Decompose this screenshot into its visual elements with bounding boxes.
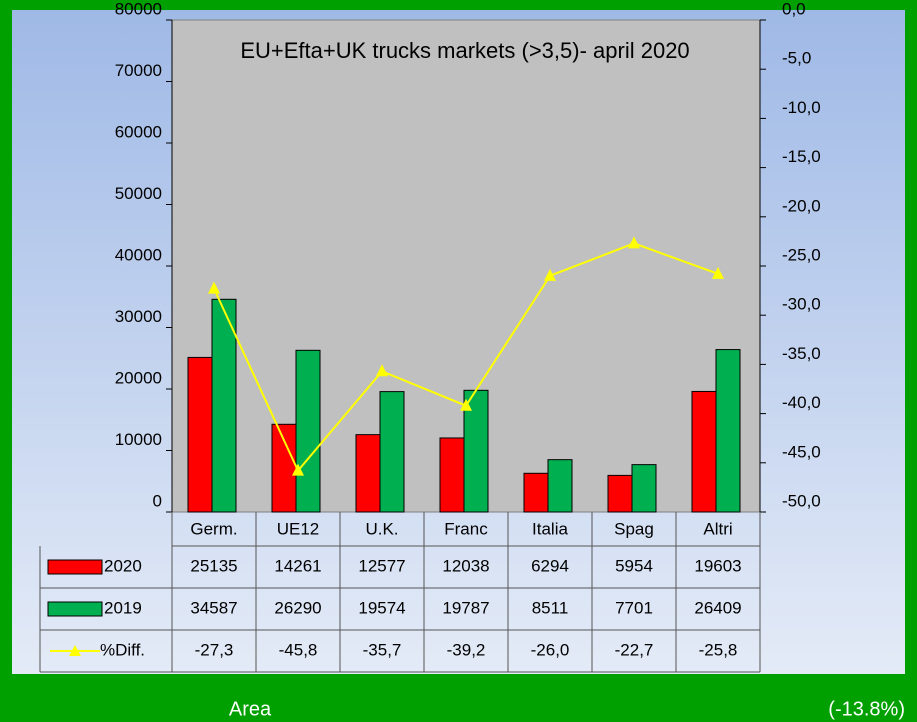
legend-label: %Diff. (100, 640, 145, 659)
table-value: 26290 (274, 598, 321, 617)
y-tick-label: 80000 (115, 0, 162, 18)
y2-tick-label: -5,0 (782, 49, 811, 68)
table-value: -25,8 (699, 640, 738, 659)
bar (439, 437, 465, 513)
table-value: 12577 (358, 556, 405, 575)
bar (715, 349, 741, 513)
table-value: -45,8 (279, 640, 318, 659)
footer-left: Area (229, 698, 272, 720)
y-tick-label: 30000 (115, 307, 162, 326)
bar (187, 356, 213, 513)
y-tick-label: 0 (153, 491, 162, 510)
table-value: 14261 (274, 556, 321, 575)
x-tick-label: Spag (614, 519, 654, 538)
bar (547, 459, 573, 513)
table-value: 19574 (358, 598, 405, 617)
table-value: 5954 (615, 556, 653, 575)
table-value: -39,2 (447, 640, 486, 659)
line-marker (712, 266, 724, 279)
bar (631, 464, 657, 513)
y2-tick-label: -20,0 (782, 196, 821, 215)
x-tick-label: Altri (703, 519, 732, 538)
table-value: 19787 (442, 598, 489, 617)
y-tick-label: 70000 (115, 61, 162, 80)
bar (379, 391, 405, 513)
table-value: 25135 (190, 556, 237, 575)
table-value: 19603 (694, 556, 741, 575)
line-marker (292, 463, 304, 476)
line-marker (544, 268, 556, 281)
line-marker (376, 364, 388, 377)
table-value: 8511 (532, 598, 569, 617)
y-tick-label: 20000 (115, 368, 162, 387)
line-marker (460, 398, 472, 411)
y2-tick-label: 0,0 (782, 0, 806, 18)
y2-tick-label: -15,0 (782, 147, 821, 166)
bar (691, 390, 717, 513)
x-tick-label: UE12 (277, 519, 320, 538)
chart-title: EU+Efta+UK trucks markets (>3,5)- april … (240, 38, 689, 63)
y2-tick-label: -45,0 (782, 442, 821, 461)
y2-tick-label: -25,0 (782, 245, 821, 264)
y2-tick-label: -40,0 (782, 393, 821, 412)
table-value: 26409 (694, 598, 741, 617)
x-tick-label: Italia (532, 519, 568, 538)
table-value: -27,3 (195, 640, 234, 659)
table-value: -35,7 (363, 640, 402, 659)
line-marker (628, 236, 640, 249)
table-value: -26,0 (531, 640, 570, 659)
y-tick-label: 60000 (115, 122, 162, 141)
footer-right: (-13.8%) (828, 698, 905, 720)
table-value: -22,7 (615, 640, 654, 659)
table-value: 7701 (615, 598, 653, 617)
line-marker (208, 281, 220, 294)
bar (271, 423, 297, 513)
y2-tick-label: -50,0 (782, 491, 821, 510)
x-tick-label: Germ. (190, 519, 237, 538)
y2-tick-label: -30,0 (782, 295, 821, 314)
table-value: 6294 (531, 556, 569, 575)
y2-tick-label: -35,0 (782, 344, 821, 363)
legend-swatch (47, 601, 103, 617)
legend-swatch (47, 559, 103, 575)
x-tick-label: U.K. (365, 519, 398, 538)
bar (523, 472, 549, 513)
y-tick-label: 50000 (115, 184, 162, 203)
legend-marker (69, 645, 81, 656)
table-value: 34587 (190, 598, 237, 617)
legend-label: 2019 (104, 598, 142, 617)
bar (295, 349, 321, 513)
bar (211, 298, 237, 513)
y-tick-label: 10000 (115, 430, 162, 449)
y-tick-label: 40000 (115, 245, 162, 264)
legend-label: 2020 (104, 556, 142, 575)
bar (607, 474, 633, 513)
x-tick-label: Franc (444, 519, 488, 538)
table-value: 12038 (442, 556, 489, 575)
y2-tick-label: -10,0 (782, 98, 821, 117)
bar (355, 434, 381, 513)
